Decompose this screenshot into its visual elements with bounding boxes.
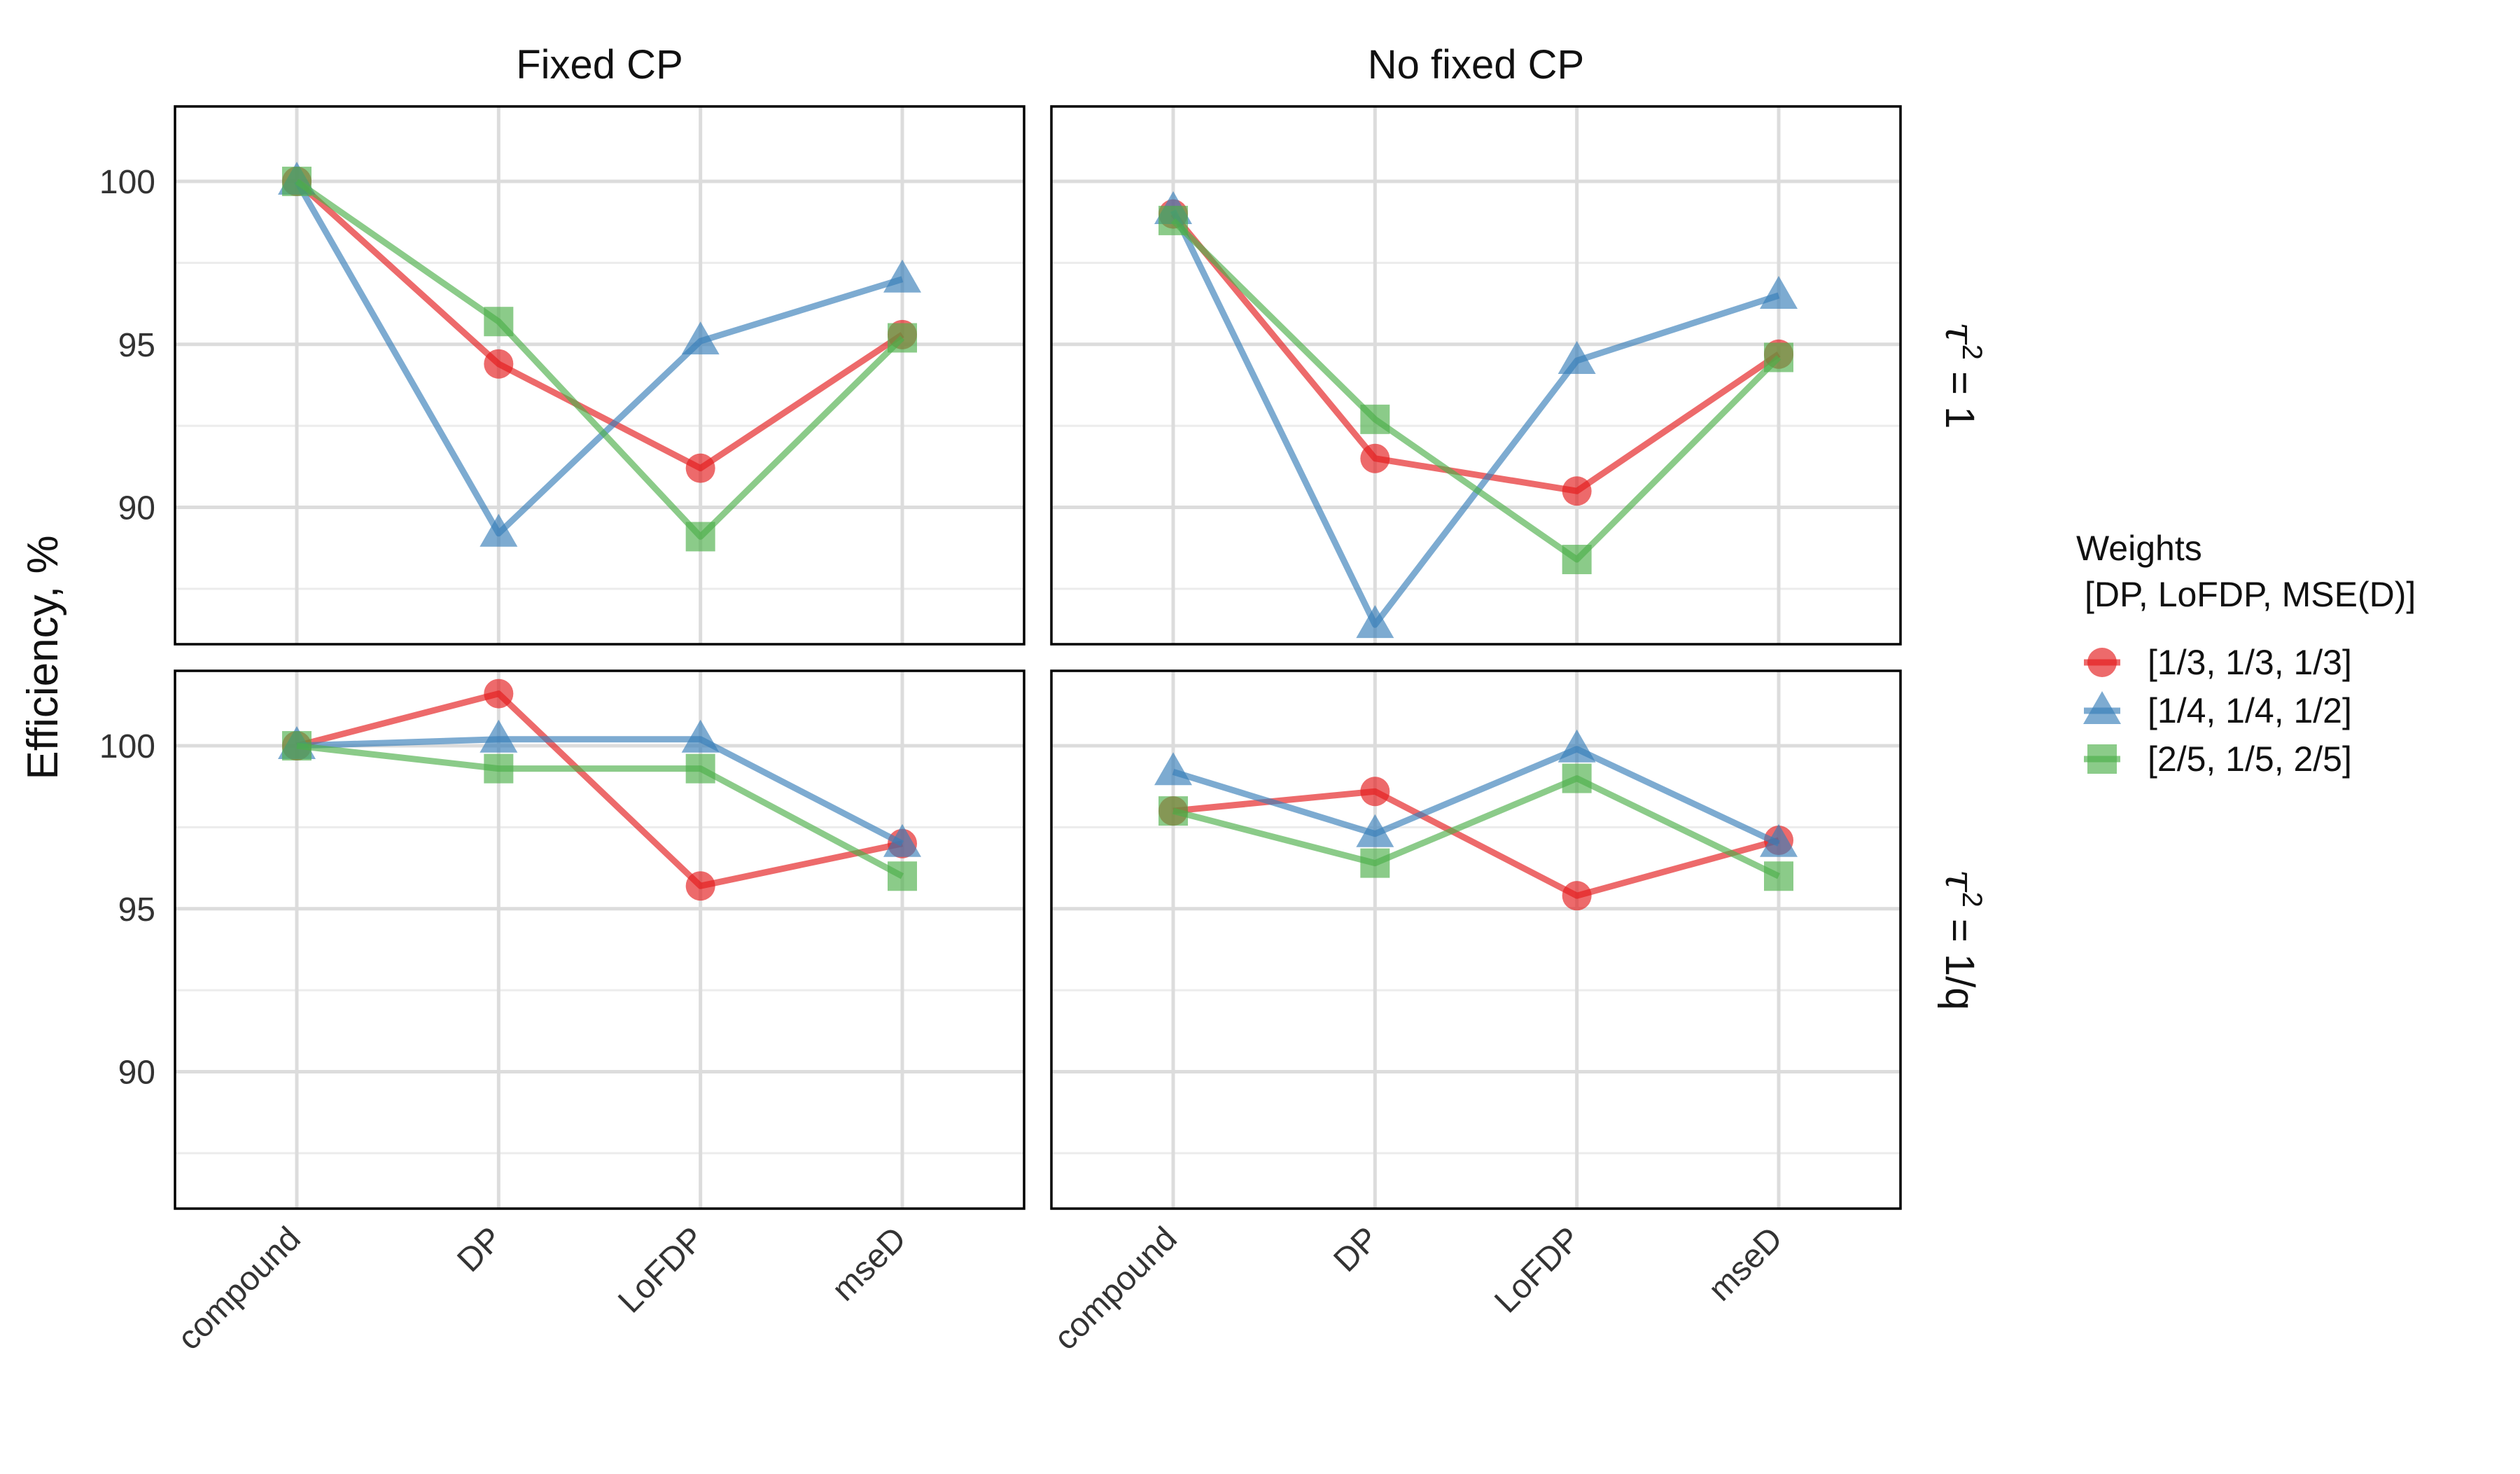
series-line-3: [296, 742, 904, 879]
panel-2: [1050, 105, 1902, 646]
data-point: [1764, 342, 1793, 373]
data-point: [484, 679, 514, 709]
data-point: [1764, 861, 1793, 891]
panel-4: [1050, 669, 1902, 1210]
x-tick-label: compound: [171, 1220, 308, 1357]
data-point: [883, 823, 921, 857]
series-line-1: [1172, 788, 1780, 899]
row-strip-label: τ2 = 1/q: [1936, 869, 1987, 1010]
data-point: [282, 731, 312, 761]
series-line-3: [1172, 775, 1780, 879]
data-point: [1562, 476, 1592, 506]
row-strip-label: τ2 = 1: [1936, 322, 1987, 429]
data-point: [1562, 881, 1592, 911]
data-point: [1760, 823, 1798, 857]
data-point: [1154, 752, 1192, 786]
data-point: [1158, 796, 1188, 826]
x-tick-label: LoFDP: [611, 1220, 711, 1320]
data-point: [685, 522, 715, 552]
series-line-3: [295, 179, 905, 540]
data-point: [1558, 729, 1596, 763]
series-line-2: [1172, 746, 1780, 847]
series-line-1: [294, 179, 904, 472]
data-point: [282, 167, 312, 197]
x-tick-label: DP: [450, 1220, 510, 1279]
legend-label: [1/4, 1/4, 1/2]: [2148, 691, 2352, 730]
legend-label: [1/3, 1/3, 1/3]: [2148, 643, 2352, 682]
panel-border: [1050, 105, 1902, 646]
data-point: [484, 349, 514, 379]
series-line-3: [1170, 218, 1782, 563]
data-point: [484, 307, 514, 337]
data-point: [883, 259, 921, 293]
series-line-1: [295, 690, 903, 889]
legend-subtitle: [DP, LoFDP, MSE(D)]: [2085, 575, 2416, 614]
x-tick-label: LoFDP: [1488, 1220, 1588, 1320]
data-point: [479, 513, 518, 547]
y-tick-label: 90: [118, 1055, 155, 1092]
data-point: [1356, 814, 1394, 847]
data-point: [888, 323, 917, 353]
data-point: [1360, 404, 1390, 434]
data-point: [1356, 605, 1394, 639]
column-strip-label: Fixed CP: [516, 42, 683, 88]
legend-title: Weights: [2076, 529, 2202, 568]
panel-border: [174, 105, 1026, 646]
series-line-2: [294, 179, 904, 537]
y-tick-label: 95: [118, 327, 155, 364]
data-point: [479, 719, 518, 753]
panel-border: [174, 669, 1026, 1210]
data-point: [1558, 341, 1596, 375]
x-tick-label: compound: [1047, 1220, 1184, 1357]
data-point: [1562, 763, 1592, 793]
legend-key-marker: [2083, 691, 2121, 724]
data-point: [685, 753, 715, 784]
legend-key-marker: [2087, 648, 2117, 677]
data-point: [1360, 777, 1390, 807]
column-strip-label: No fixed CP: [1368, 42, 1584, 88]
data-point: [681, 719, 720, 753]
series-line-2: [296, 736, 904, 847]
data-point: [1562, 544, 1592, 574]
y-tick-label: 90: [118, 490, 155, 527]
x-tick-label: mseD: [1702, 1220, 1790, 1308]
y-tick-label: 100: [99, 728, 155, 765]
series-line-1: [1170, 211, 1781, 494]
data-point: [1158, 205, 1188, 235]
data-point: [681, 321, 720, 355]
x-tick-label: mseD: [825, 1220, 913, 1308]
data-point: [1360, 848, 1390, 878]
y-axis-label: Efficiency, %: [19, 535, 67, 779]
legend-label: [2/5, 1/5, 2/5]: [2148, 739, 2352, 779]
legend-key-marker: [2087, 744, 2117, 774]
data-point: [484, 753, 514, 784]
data-point: [1360, 443, 1390, 473]
y-tick-label: 100: [99, 164, 155, 201]
panel-border: [1050, 669, 1902, 1210]
data-point: [888, 861, 917, 891]
data-point: [685, 453, 715, 483]
x-tick-label: DP: [1326, 1220, 1386, 1279]
data-point: [685, 871, 715, 901]
y-tick-label: 95: [118, 891, 155, 929]
panel-1: [174, 105, 1026, 646]
panel-3: [174, 669, 1026, 1210]
data-point: [1760, 275, 1798, 309]
